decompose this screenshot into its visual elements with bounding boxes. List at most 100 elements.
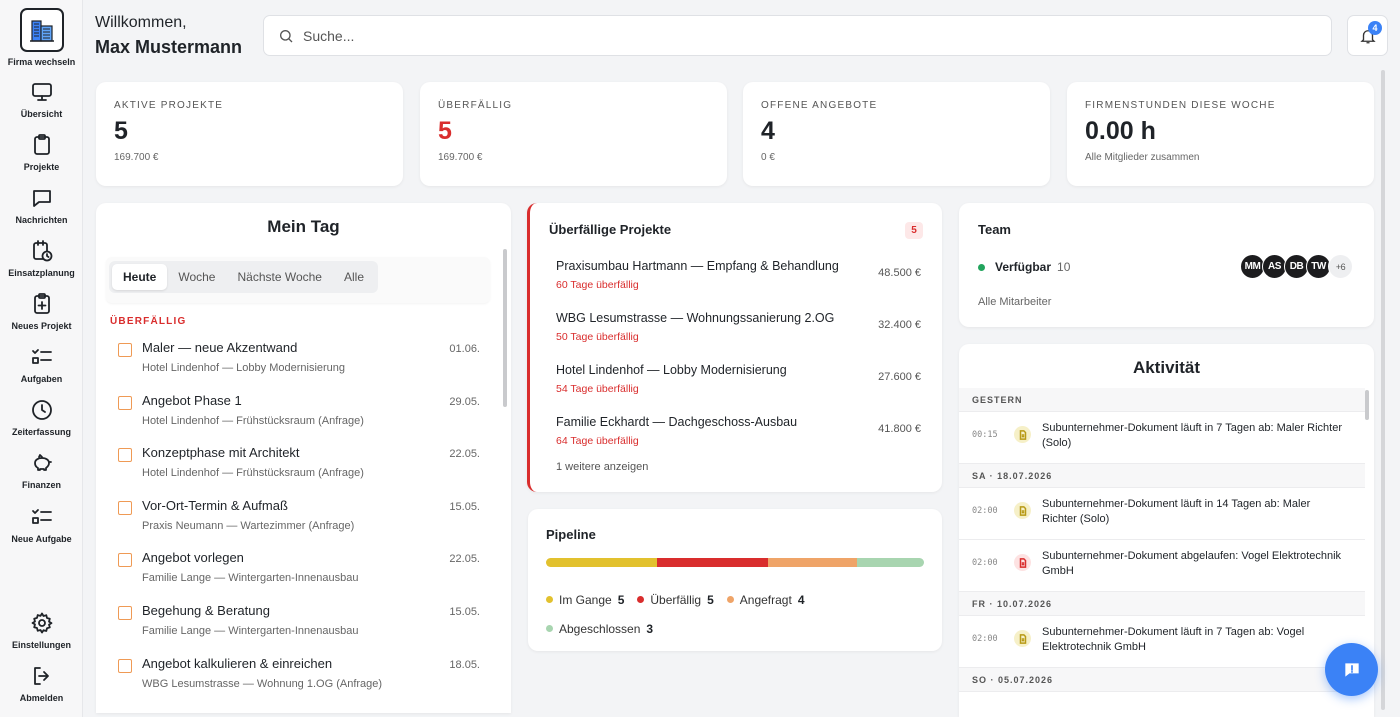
avatar-group[interactable]: MM AS DB TW +6 [1240, 254, 1353, 279]
sidebar-item-label: Finanzen [21, 480, 61, 490]
stat-card-company-hours[interactable]: FIRMENSTUNDEN DIESE WOCHE 0.00 h Alle Mi… [1067, 82, 1374, 186]
legend-item-angefragt[interactable]: Angefragt 4 [726, 585, 805, 614]
sidebar-item-label: Einstellungen [11, 640, 71, 650]
sidebar-item-abmelden[interactable]: Abmelden [0, 664, 83, 703]
stat-card-active-projects[interactable]: AKTIVE PROJEKTE 5 169.700 € [96, 82, 403, 186]
sidebar-item-zeiterfassung[interactable]: Zeiterfassung [0, 398, 83, 437]
avatar-more[interactable]: +6 [1328, 254, 1353, 279]
page-scrollbar[interactable] [1381, 70, 1385, 710]
avatar[interactable]: TW [1306, 254, 1331, 279]
chat-button[interactable] [1325, 643, 1378, 696]
overdue-projects-panel: Überfällige Projekte 5 Praxisumbau Hartm… [527, 203, 942, 492]
task-checkbox[interactable] [118, 343, 132, 357]
legend-count: 3 [646, 621, 654, 636]
sidebar-item-label: Einsatzplanung [8, 268, 75, 278]
task-item[interactable]: Angebot Phase 1 Hotel Lindenhof — Frühstü… [110, 391, 482, 444]
legend-label: Im Gange [559, 592, 612, 607]
activity-text: Subunternehmer-Dokument läuft in 7 Tagen… [1042, 422, 1343, 449]
search-input[interactable] [303, 27, 1203, 44]
project-name: WBG Lesumstrasse — Wohnungssanierung 2.O… [556, 311, 835, 325]
sidebar-item-neue-aufgabe[interactable]: Neue Aufgabe [0, 505, 83, 544]
task-checkbox[interactable] [118, 395, 132, 410]
project-name: Familie Eckhardt — Dachgeschoss-Ausbau [556, 415, 798, 429]
activity-entry[interactable]: 02:00 Subunternehmer-Dokument abgelaufen… [959, 540, 1365, 592]
sidebar-item-einsatzplanung[interactable]: Einsatzplanung [0, 239, 83, 278]
task-subtitle: Hotel Lindenhof — Frühstücksraum (Anfrag… [142, 414, 364, 427]
activity-panel: Aktivität GESTERN 00:15 Subunternehmer-D… [959, 344, 1374, 717]
activity-text: Subunternehmer-Dokument läuft in 7 Tagen… [1042, 626, 1305, 653]
task-title: Begehung & Beratung [142, 602, 270, 618]
sidebar-item-label: Aufgaben [20, 374, 63, 384]
task-item[interactable]: Konzeptphase mit Architekt Hotel Lindenho… [110, 443, 482, 496]
task-checkbox[interactable] [118, 605, 132, 620]
activity-time: 00:15 [972, 430, 998, 440]
avatar[interactable]: DB [1284, 254, 1309, 279]
legend-item-ueberfaellig[interactable]: Überfällig 5 [637, 585, 714, 614]
task-checkbox[interactable] [118, 500, 132, 515]
activity-entry[interactable]: 02:00 Subunternehmer-Dokument läuft in 1… [959, 488, 1365, 540]
tab-woche[interactable]: Woche [178, 270, 216, 284]
sidebar-item-aufgaben[interactable]: Aufgaben [0, 345, 83, 384]
all-employees-link[interactable]: Alle Mitarbeiter [978, 296, 1052, 308]
overdue-project-item[interactable]: Praxisumbau Hartmann — Empfang & Behandl… [556, 259, 921, 303]
tab-heute[interactable]: Heute [112, 264, 168, 290]
stat-card-open-offers[interactable]: OFFENE ANGEBOTE 4 0 € [743, 82, 1050, 186]
availability-row: Verfügbar 10 [978, 260, 1070, 274]
company-logo-icon [19, 8, 64, 52]
stat-card-overdue[interactable]: ÜBERFÄLLIG 5 169.700 € [420, 82, 727, 186]
activity-time: 02:00 [972, 634, 998, 644]
logout-icon [30, 664, 54, 688]
legend-item-im-gange[interactable]: Im Gange 5 [546, 585, 624, 614]
task-checkbox[interactable] [118, 658, 132, 673]
sidebar-item-label: Neue Aufgabe [11, 534, 72, 544]
stat-title: OFFENE ANGEBOTE [761, 100, 878, 111]
sidebar-item-label: Nachrichten [15, 215, 68, 225]
stat-sub: 169.700 € [438, 152, 483, 163]
pipeline-segment [657, 558, 769, 567]
activity-text: Subunternehmer-Dokument abgelaufen: Voge… [1042, 550, 1342, 577]
task-list-scrollbar[interactable] [503, 249, 507, 407]
tab-alle[interactable]: Alle [343, 270, 364, 284]
task-date: 18.05. [449, 658, 480, 671]
company-switch-button[interactable]: Firma wechseln [0, 8, 83, 67]
task-item[interactable]: Angebot kalkulieren & einreichen WBG Lesu… [110, 654, 482, 707]
sidebar-item-projekte[interactable]: Projekte [0, 133, 83, 172]
task-item[interactable]: Maler — neue Akzentwand Hotel Lindenhof —… [110, 338, 482, 391]
activity-time: 02:00 [972, 558, 998, 568]
legend-label: Angefragt [739, 592, 792, 607]
overdue-project-item[interactable]: WBG Lesumstrasse — Wohnungssanierung 2.O… [556, 311, 921, 355]
search-bar[interactable] [263, 15, 1332, 56]
task-subtitle: WBG Lesumstrasse — Wohnung 1.OG (Anfrage… [142, 677, 383, 690]
pipeline-legend: Im Gange 5 Überfällig 5 Angefragt 4 Abgesch… [546, 585, 926, 643]
legend-item-abgeschlossen[interactable]: Abgeschlossen 3 [546, 614, 653, 643]
task-item[interactable]: Begehung & Beratung Familie Lange — Winte… [110, 601, 482, 654]
clipboard-plus-icon [30, 292, 54, 316]
task-date: 01.06. [449, 343, 480, 355]
activity-entry[interactable]: 02:00 Subunternehmer-Dokument läuft in 7… [959, 616, 1365, 668]
tab-naechste-woche[interactable]: Nächste Woche [237, 270, 322, 284]
task-checkbox[interactable] [118, 448, 132, 463]
task-item[interactable]: Vor-Ort-Termin & Aufmaß Praxis Neumann — … [110, 496, 482, 549]
sidebar-item-finanzen[interactable]: Finanzen [0, 451, 83, 490]
legend-dot [546, 596, 553, 603]
document-warning-icon [1014, 630, 1031, 647]
sidebar-item-nachrichten[interactable]: Nachrichten [0, 186, 83, 225]
notifications-button[interactable]: 4 [1347, 15, 1388, 56]
activity-entry[interactable]: 00:15 Subunternehmer-Dokument läuft in 7… [959, 412, 1365, 464]
sidebar-item-label: Übersicht [20, 109, 63, 119]
activity-scrollbar[interactable] [1365, 390, 1369, 420]
tab-bar: Heute Woche Nächste Woche Alle [109, 261, 378, 293]
task-subtitle: Hotel Lindenhof — Frühstücksraum (Anfrag… [142, 467, 364, 480]
sidebar-item-neues-projekt[interactable]: Neues Projekt [0, 292, 83, 331]
panel-title: Team [978, 222, 1011, 237]
legend-count: 4 [797, 592, 805, 607]
sidebar-item-uebersicht[interactable]: Übersicht [0, 80, 83, 119]
show-more-link[interactable]: 1 weitere anzeigen [556, 461, 649, 473]
pipeline-segment [857, 558, 924, 567]
task-item[interactable]: Angebot vorlegen Familie Lange — Winterga… [110, 548, 482, 601]
sidebar-item-einstellungen[interactable]: Einstellungen [0, 611, 83, 650]
task-date: 22.05. [449, 448, 480, 461]
overdue-project-item[interactable]: Hotel Lindenhof — Lobby Modernisierung 54… [556, 363, 921, 407]
task-checkbox[interactable] [118, 553, 132, 568]
overdue-project-item[interactable]: Familie Eckhardt — Dachgeschoss-Ausbau 64… [556, 415, 921, 459]
